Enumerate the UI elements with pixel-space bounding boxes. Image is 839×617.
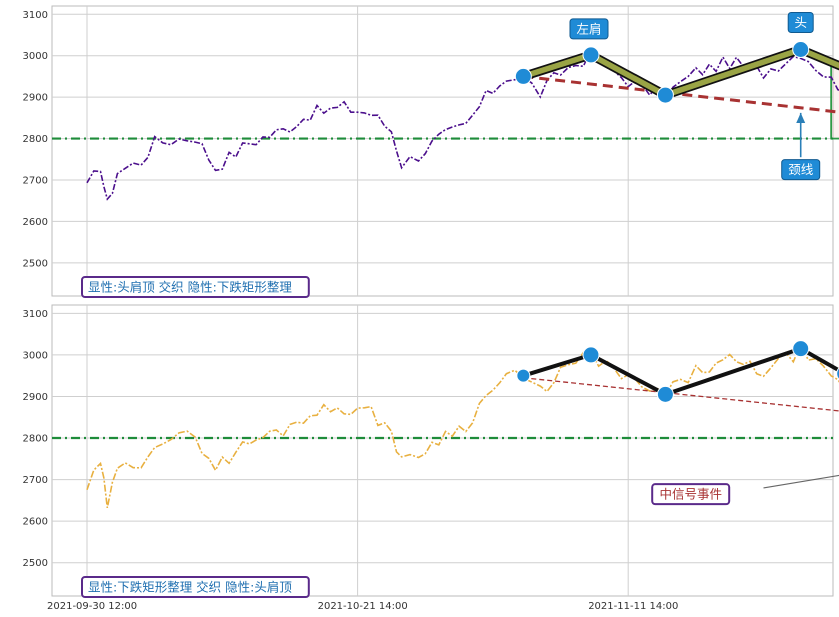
y-tick-label: 3100 xyxy=(23,10,48,21)
x-tick-label: 2021-11-11 14:00 xyxy=(588,601,678,612)
panel-frame xyxy=(51,304,834,597)
label-signal-event: 中信号事件 xyxy=(659,487,722,502)
x-tick-label: 2021-09-30 12:00 xyxy=(47,601,137,612)
downtrend-line xyxy=(523,377,839,412)
event-arrow xyxy=(763,474,839,489)
y-tick-label: 2800 xyxy=(23,434,48,445)
caption-box xyxy=(81,276,310,298)
y-tick-label: 2900 xyxy=(23,392,48,403)
label-left-shoulder-box xyxy=(569,18,609,40)
label-neckline: 颈线 xyxy=(788,162,814,177)
y-tick-label: 2600 xyxy=(23,217,48,228)
caption-box xyxy=(81,576,310,598)
label-signal-event-box xyxy=(651,483,731,506)
y-tick-label: 3100 xyxy=(23,309,48,320)
chart-panel-bottom: 2500260027002800290030003100特征交织区域中信号事件显… xyxy=(23,304,839,598)
price-line xyxy=(86,47,839,201)
y-tick-label: 2500 xyxy=(23,258,48,269)
y-tick-label: 2700 xyxy=(23,176,48,187)
pattern-point xyxy=(656,385,674,403)
label-left-shoulder: 左肩 xyxy=(576,21,601,36)
pattern-caption: 显性:头肩顶 交织 隐性:下跌矩形整理 xyxy=(88,280,292,295)
label-neckline-box xyxy=(781,159,821,181)
pattern-caption: 显性:下跌矩形整理 交织 隐性:头肩顶 xyxy=(88,580,292,595)
pattern-point xyxy=(656,86,674,104)
pattern-point xyxy=(836,367,839,380)
y-tick-label: 2600 xyxy=(23,517,48,528)
y-tick-label: 3000 xyxy=(23,51,48,62)
panel-frame xyxy=(51,5,834,297)
price-line xyxy=(86,342,839,509)
pattern-point xyxy=(792,41,810,58)
y-tick-label: 2500 xyxy=(23,558,48,569)
pattern-point xyxy=(792,340,810,358)
rectangle-zone xyxy=(830,63,839,140)
y-tick-label: 2700 xyxy=(23,475,48,486)
pattern-point xyxy=(514,67,532,85)
x-tick-label: 2021-10-21 14:00 xyxy=(318,601,408,612)
pattern-point xyxy=(582,346,600,364)
pattern-point xyxy=(516,368,531,383)
pattern-point xyxy=(582,46,600,64)
y-tick-label: 2800 xyxy=(23,134,48,145)
label-head: 头 xyxy=(794,15,807,30)
y-tick-label: 3000 xyxy=(23,350,48,361)
chart-panel-top: 2500260027002800290030003100左肩头右肩颈线特征交织区… xyxy=(23,5,839,298)
y-tick-label: 2900 xyxy=(23,93,48,104)
label-head-box xyxy=(787,12,814,33)
